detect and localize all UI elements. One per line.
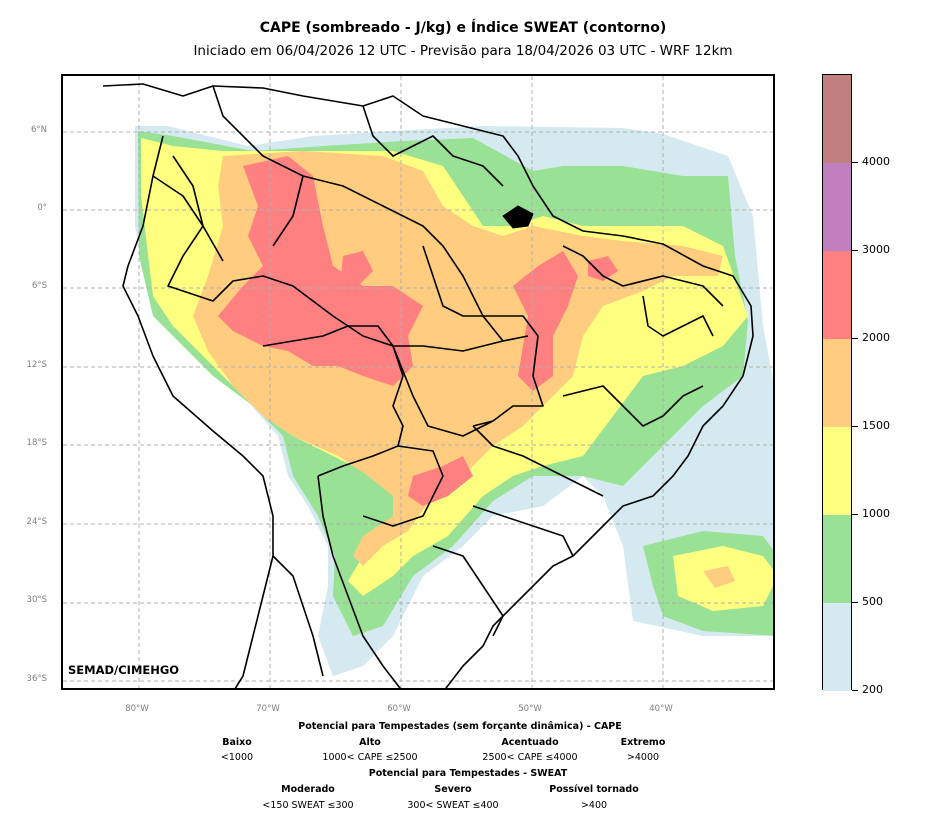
lon-label-50w: 50°W: [518, 704, 542, 714]
bolivia-border: [262, 325, 404, 477]
colorbar-segment-3000-4000: [823, 163, 851, 251]
lat-label-36s: 36°S: [26, 674, 47, 684]
lat-label-0: 0°: [37, 203, 47, 213]
states-south: [472, 505, 574, 557]
states-bahia: [562, 385, 704, 427]
colorbar-label-3000: 3000: [862, 243, 890, 256]
cape-category-name: Extremo: [620, 737, 666, 748]
states-north: [302, 175, 504, 342]
sweat-category-range: <150 SWEAT ≤300: [262, 800, 354, 811]
cape-category-range: 1000< CAPE ≤2500: [322, 752, 418, 763]
colorbar-label-2000: 2000: [862, 331, 890, 344]
guianas: [362, 105, 504, 187]
sweat-category-range: >400: [580, 800, 608, 811]
cape-layer-2000b: [513, 251, 578, 391]
chile-argentina: [272, 555, 324, 677]
colorbar-segment-2000-3000: [823, 251, 851, 339]
pacific-coastline: [122, 135, 274, 688]
states-mid: [422, 245, 544, 427]
credit-label: SEMAD/CIMEHGO: [68, 663, 180, 677]
lon-label-80w: 80°W: [125, 704, 149, 714]
coastlines-borders: [102, 83, 754, 688]
colorbar-label-200: 200: [862, 683, 883, 696]
colorbar-tick: [852, 250, 858, 251]
cape-layer-2000c: [341, 251, 373, 286]
lat-label-6s: 6°S: [31, 281, 47, 291]
gridlines: [63, 76, 773, 688]
lat-label-18s: 18°S: [26, 438, 47, 448]
states-ne: [642, 295, 714, 337]
amazon-delta: [502, 205, 534, 229]
colorbar-tick: [852, 514, 858, 515]
cape-category-name: Baixo: [222, 737, 252, 748]
colorbar-segment-1000-1500: [823, 427, 851, 515]
cape-category-range: 2500< CAPE ≤4000: [482, 752, 578, 763]
south-america-coastline: [102, 83, 754, 688]
lon-label-60w: 60°W: [387, 704, 411, 714]
lat-label-6n: 6°N: [30, 125, 47, 135]
states-east: [562, 245, 724, 307]
sweat-category-name: Possível tornado: [549, 784, 639, 795]
lat-label-30s: 30°S: [26, 595, 47, 605]
colorbar-segment-200-500: [823, 603, 851, 691]
uruguay-border: [432, 545, 504, 637]
lat-label-24s: 24°S: [26, 517, 47, 527]
venezuela-colombia: [212, 85, 304, 247]
argentina-border: [317, 475, 401, 688]
sweat-category-name: Moderado: [281, 784, 335, 795]
ocean-warm-cape-1500: [703, 566, 735, 588]
sweat-category-range: 300< SWEAT ≤400: [407, 800, 499, 811]
lat-label-12s: 12°S: [26, 360, 47, 370]
chart-title: CAPE (sombreado - J/kg) e Índice SWEAT (…: [259, 20, 667, 36]
colorbar-tick: [852, 338, 858, 339]
colorbar-segment-1500-2000: [823, 339, 851, 427]
paraguay-border: [362, 445, 444, 527]
colorbar: [822, 74, 852, 691]
cape-category-name: Alto: [359, 737, 381, 748]
ecuador-peru: [152, 175, 224, 262]
cape-layer-2000e: [588, 256, 618, 281]
cape-category-range: <1000: [220, 752, 254, 763]
states-se: [472, 425, 604, 497]
cape-category-name: Acentuado: [501, 737, 559, 748]
cape-legend-title: Potencial para Tempestades (sem forçante…: [298, 721, 622, 732]
colorbar-tick: [852, 162, 858, 163]
colorbar-label-1000: 1000: [862, 507, 890, 520]
map-canvas: [63, 76, 773, 688]
colorbar-label-1500: 1500: [862, 419, 890, 432]
colorbar-label-500: 500: [862, 595, 883, 608]
map-panel[interactable]: [61, 74, 775, 690]
colorbar-tick: [852, 690, 858, 691]
brazil-west-border: [167, 155, 529, 352]
lon-label-70w: 70°W: [256, 704, 280, 714]
lon-label-40w: 40°W: [649, 704, 673, 714]
colorbar-segment-4000-plus: [823, 75, 851, 163]
chart-subtitle: Iniciado em 06/04/2026 12 UTC - Previsão…: [193, 43, 733, 59]
colorbar-tick: [852, 426, 858, 427]
sweat-category-name: Severo: [434, 784, 472, 795]
colorbar-label-4000: 4000: [862, 155, 890, 168]
sweat-legend-title: Potencial para Tempestades - SWEAT: [368, 768, 568, 779]
states-central: [392, 345, 494, 437]
colorbar-tick: [852, 602, 858, 603]
colorbar-segment-500-1000: [823, 515, 851, 603]
cape-layer-2000: [218, 156, 423, 386]
cape-category-range: >4000: [626, 752, 660, 763]
